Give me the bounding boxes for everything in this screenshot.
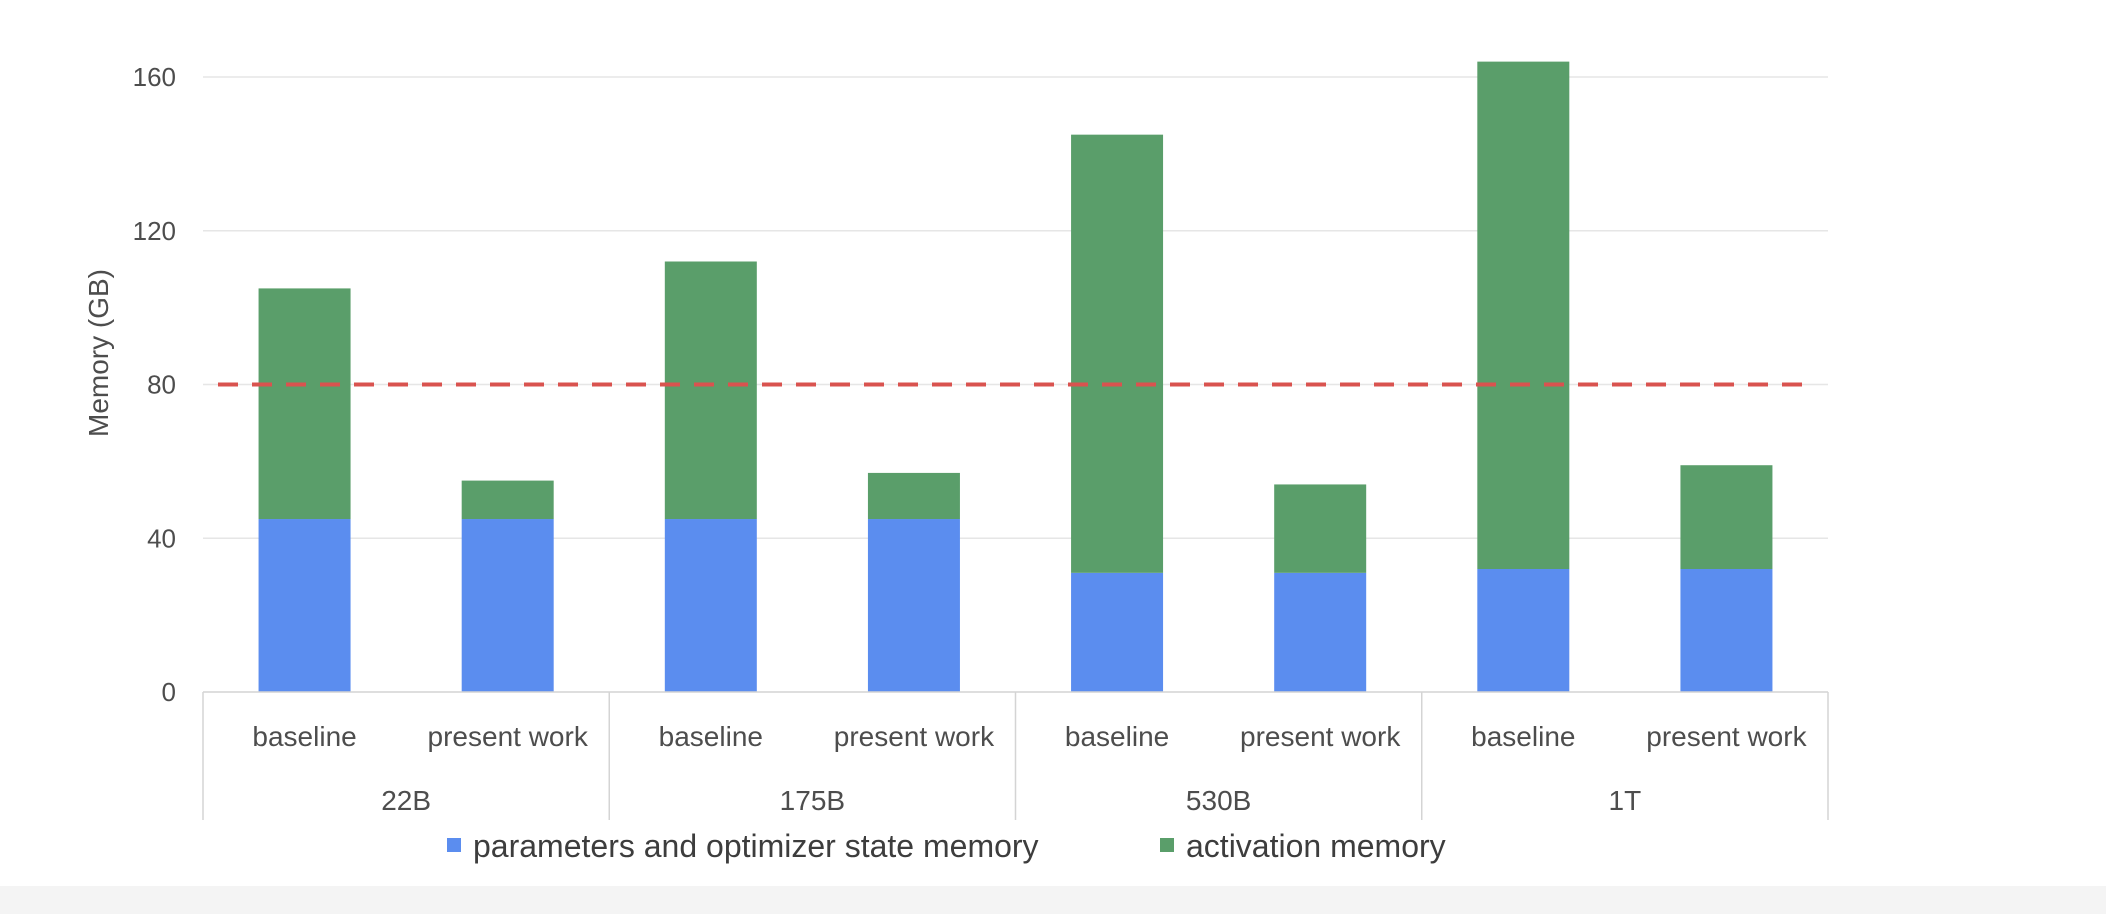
x-category-label: baseline [659,721,763,752]
bar-segment-activation [1680,465,1773,569]
bar-segment-parameters [664,519,757,692]
x-category-labels: baseline present work baseline present work… [252,721,1807,752]
y-tick-label: 120 [133,216,176,246]
bar-segment-activation [664,261,757,520]
bottom-band [0,886,2106,914]
axis-layer [202,691,1829,820]
x-category-label: baseline [1471,721,1575,752]
x-group-labels: 22B 175B 530B 1T [381,785,1641,816]
bar-segment-parameters [1071,572,1164,692]
x-category-label: present work [1240,721,1401,752]
bar-segment-parameters [867,519,960,692]
bar-segment-activation [1071,134,1164,573]
bar-segment-parameters [258,519,351,692]
bar-segment-parameters [1477,569,1570,692]
x-category-label: baseline [252,721,356,752]
bar-segment-activation [258,288,351,520]
x-category-label: present work [834,721,995,752]
legend-label-activation: activation memory [1186,828,1446,864]
legend: parameters and optimizer state memory act… [447,828,1446,864]
y-tick-label: 40 [147,523,176,553]
bar-segment-activation [461,480,554,520]
y-tick-label: 160 [133,62,176,92]
bar-segment-parameters [461,519,554,692]
x-group-label: 530B [1186,785,1251,816]
y-tick-label: 80 [147,370,176,400]
grid-layer [203,76,1828,539]
y-axis-label: Memory (GB) [83,269,114,437]
x-group-label: 1T [1609,785,1642,816]
bars-layer [258,61,1773,692]
bar-segment-activation [1477,61,1570,569]
y-tick-labels: 0 40 80 120 160 [133,62,176,707]
bar-segment-activation [1274,484,1367,573]
x-category-label: present work [1646,721,1807,752]
legend-swatch-parameters [447,838,461,852]
y-tick-label: 0 [162,677,176,707]
bar-segment-parameters [1680,569,1773,692]
x-group-label: 175B [780,785,845,816]
legend-swatch-activation [1160,838,1174,852]
bar-segment-parameters [1274,572,1367,692]
x-group-label: 22B [381,785,431,816]
legend-label-parameters: parameters and optimizer state memory [473,828,1039,864]
bar-segment-activation [867,472,960,520]
x-category-label: present work [428,721,589,752]
x-category-label: baseline [1065,721,1169,752]
